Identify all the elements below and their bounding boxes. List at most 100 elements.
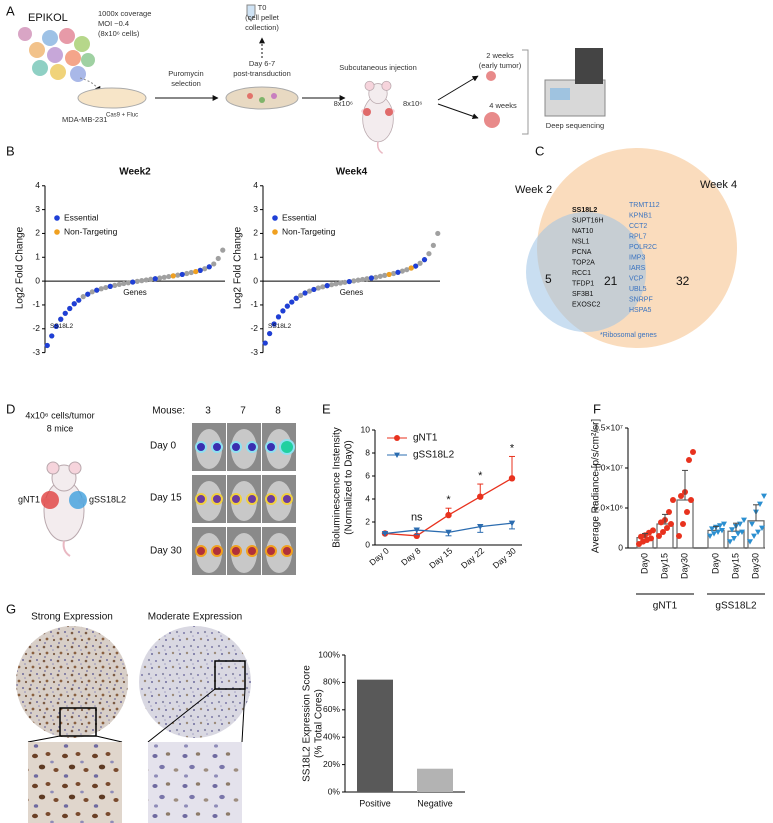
cells: 4x10⁶ cells/tumor bbox=[25, 410, 94, 420]
annotation: * bbox=[478, 470, 483, 482]
point bbox=[315, 285, 321, 291]
y-tick-label: 4 bbox=[365, 493, 370, 503]
shape bbox=[70, 66, 86, 82]
point bbox=[711, 531, 717, 537]
point bbox=[98, 286, 104, 292]
x-tick-label: Day0 bbox=[710, 553, 720, 574]
dish bbox=[77, 87, 147, 109]
point bbox=[686, 457, 692, 463]
bli-mouse bbox=[231, 481, 257, 521]
point bbox=[275, 314, 282, 320]
gene: POLR2C bbox=[629, 244, 657, 251]
panel-g-images: Strong Expression Moderate Expression bbox=[16, 612, 251, 823]
connector bbox=[95, 735, 123, 743]
sequencer bbox=[544, 48, 606, 117]
shape bbox=[32, 60, 48, 76]
point bbox=[413, 263, 419, 269]
point bbox=[731, 536, 737, 542]
point bbox=[386, 271, 392, 278]
sequencing: Deep sequencing bbox=[546, 121, 604, 130]
gene: HSPA5 bbox=[629, 307, 652, 314]
legend-swatch bbox=[54, 229, 60, 235]
point bbox=[739, 529, 745, 535]
point bbox=[351, 278, 357, 284]
y-tick-label: 1 bbox=[253, 252, 258, 262]
shape bbox=[65, 50, 81, 66]
point bbox=[368, 275, 375, 281]
point bbox=[148, 276, 154, 282]
point bbox=[197, 267, 203, 273]
t0: (cell pellet bbox=[245, 13, 280, 22]
bli-signal bbox=[211, 441, 223, 453]
count: 5 bbox=[545, 272, 552, 286]
gene: SS18L2 bbox=[572, 207, 597, 214]
bli-mouse bbox=[266, 429, 292, 469]
point bbox=[721, 521, 727, 527]
y-axis-label: Log2 Fold Change bbox=[15, 226, 26, 309]
point bbox=[759, 525, 765, 531]
y-tick-label: 8 bbox=[365, 447, 370, 457]
gene: NSL1 bbox=[572, 238, 590, 245]
point bbox=[435, 230, 441, 237]
bli-signal bbox=[281, 545, 293, 557]
y-tick-label: 4 bbox=[253, 180, 258, 190]
library-name: EPIKOL bbox=[28, 12, 68, 24]
series-line bbox=[384, 477, 513, 537]
bli-signal bbox=[281, 493, 293, 505]
y-tick-label: 5.0×10⁶ bbox=[593, 502, 623, 512]
point bbox=[58, 316, 64, 322]
point bbox=[49, 333, 55, 339]
bli-mouse bbox=[196, 429, 222, 469]
y-axis-label: (Normalized to Day0) bbox=[344, 440, 355, 534]
cells: 8x10⁶ bbox=[334, 99, 353, 108]
point bbox=[289, 299, 295, 305]
zoom-box bbox=[214, 660, 246, 690]
x-tick-label: Day 30 bbox=[491, 545, 518, 570]
bracket bbox=[522, 49, 529, 135]
point bbox=[421, 257, 428, 263]
point bbox=[707, 533, 713, 539]
x-axis-label: Genes bbox=[123, 288, 147, 297]
point bbox=[112, 282, 118, 288]
image-title: Moderate Expression bbox=[148, 612, 243, 623]
point bbox=[430, 242, 436, 248]
y-tick-label: -2 bbox=[32, 323, 40, 333]
bli-signal bbox=[195, 493, 207, 505]
x-tick-label: Negative bbox=[417, 798, 453, 808]
point bbox=[71, 301, 77, 307]
point bbox=[284, 303, 290, 309]
point bbox=[280, 308, 286, 314]
day-label: Day 0 bbox=[150, 441, 177, 452]
point bbox=[717, 523, 723, 529]
panel-label: F bbox=[593, 401, 601, 416]
x-tick-label: Day30 bbox=[679, 553, 689, 579]
mouse bbox=[40, 460, 88, 558]
point bbox=[89, 289, 95, 295]
y-tick-label: 3 bbox=[35, 204, 40, 214]
mouse-id: 3 bbox=[205, 406, 211, 417]
panel-label: C bbox=[535, 143, 544, 158]
gene: VCP bbox=[629, 275, 644, 282]
bli-signal bbox=[279, 439, 295, 455]
set-label: Week 2 bbox=[515, 184, 552, 196]
point bbox=[337, 280, 344, 286]
day-label: Day 15 bbox=[150, 493, 182, 504]
point bbox=[660, 529, 666, 535]
point bbox=[333, 281, 339, 287]
gene: SF3B1 bbox=[572, 291, 594, 298]
shape bbox=[247, 93, 253, 99]
group: gSS18L2 bbox=[89, 494, 126, 504]
y-tick-label: 60% bbox=[323, 704, 340, 714]
point bbox=[394, 435, 400, 441]
bar bbox=[417, 768, 453, 792]
point bbox=[413, 527, 420, 534]
zoom-image bbox=[28, 742, 122, 823]
point bbox=[757, 501, 763, 507]
y-tick-label: -3 bbox=[32, 347, 40, 357]
y-tick-label: 100% bbox=[318, 649, 340, 659]
y-tick-label: 20% bbox=[323, 759, 340, 769]
panel-a: EPIKOL 1000x coverage MOI ~0.4 (8x10⁶ ce… bbox=[18, 3, 606, 155]
bli-mouse bbox=[266, 533, 292, 573]
x-tick-label: Day30 bbox=[750, 553, 760, 579]
mouse bbox=[360, 80, 396, 155]
